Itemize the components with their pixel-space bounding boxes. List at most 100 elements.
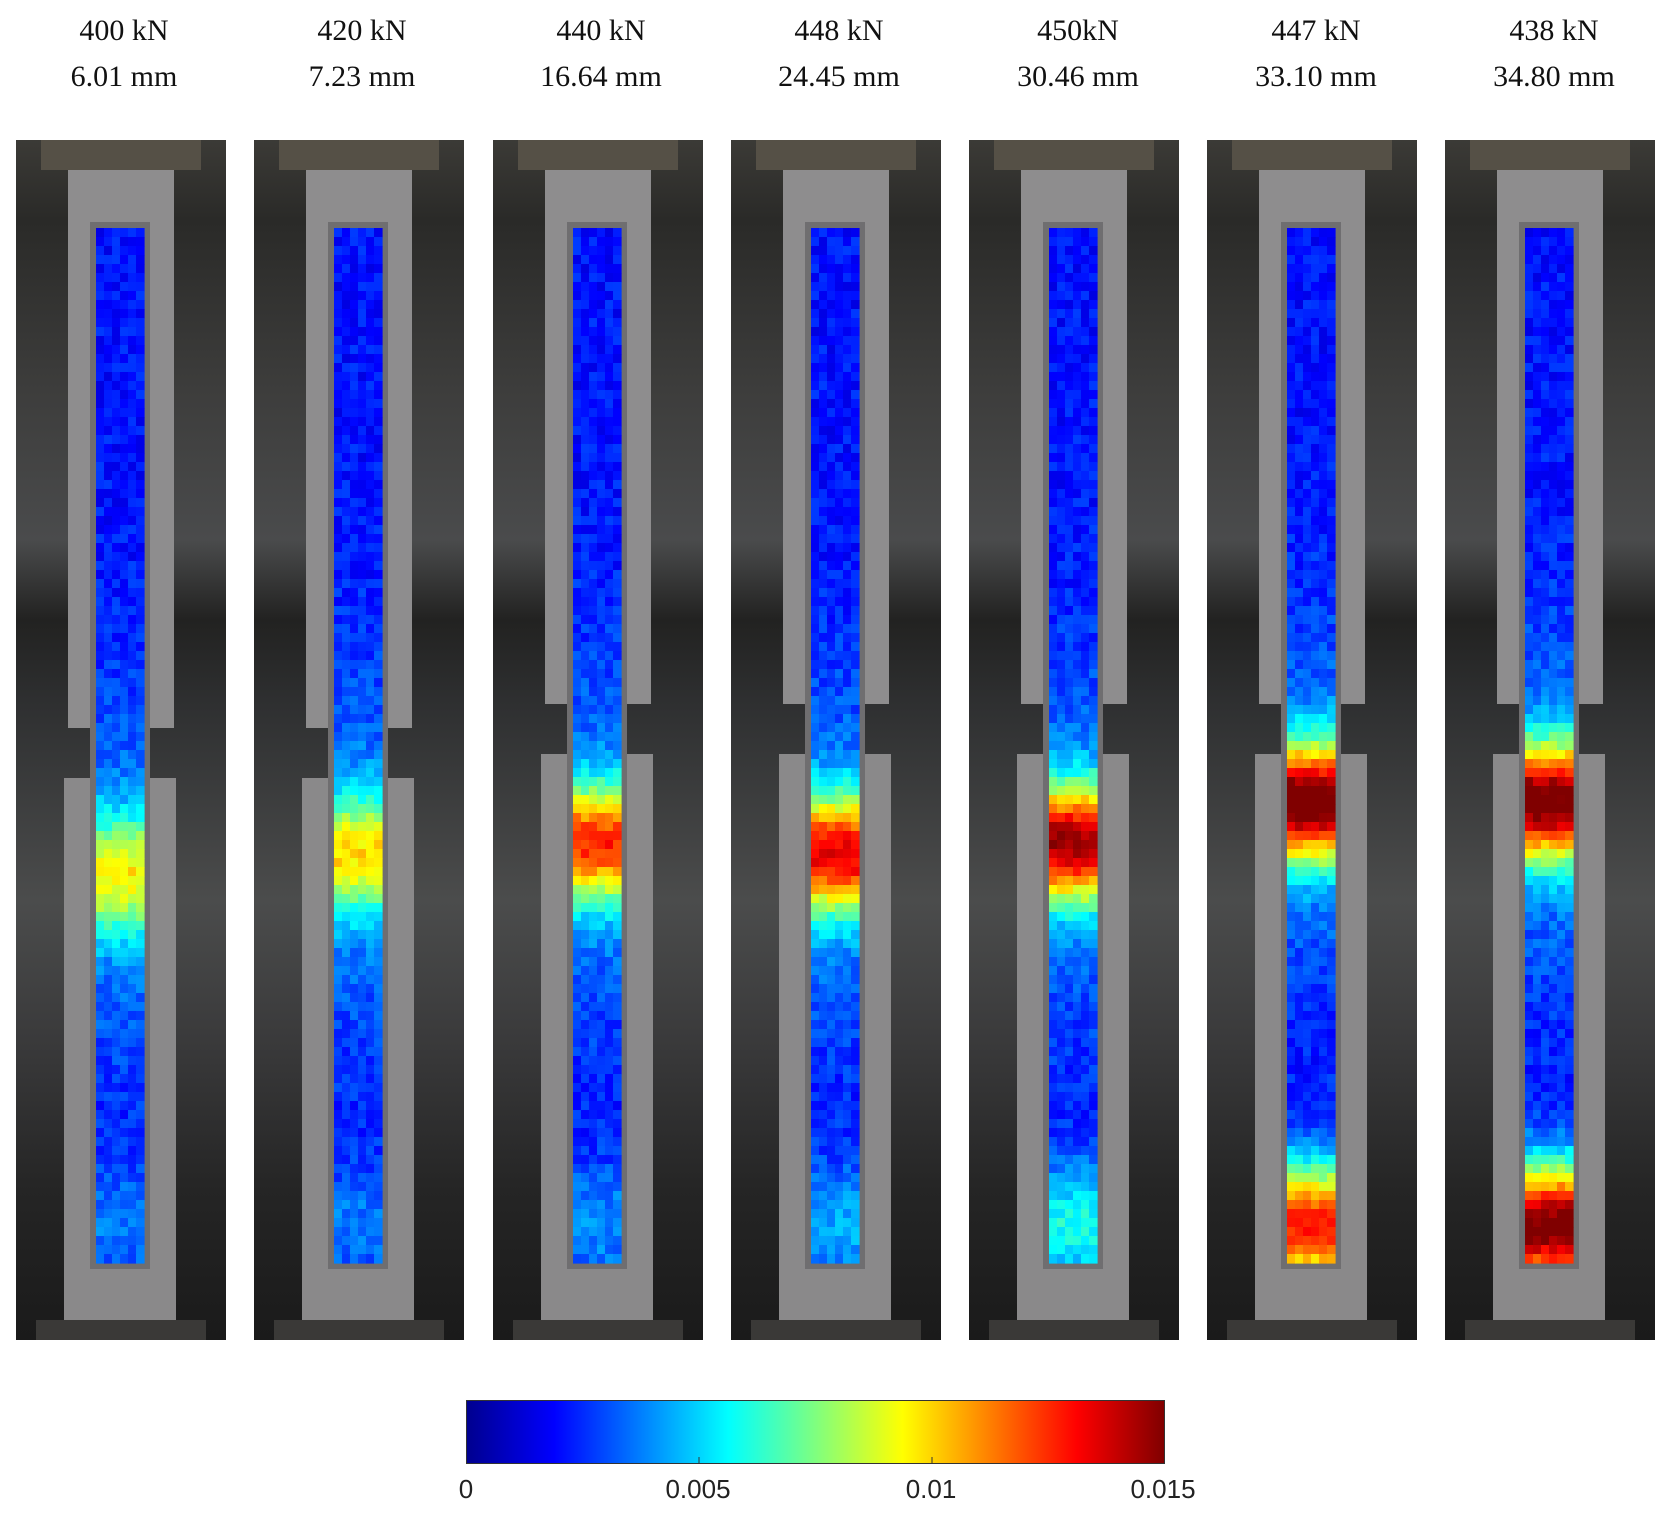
strain-cell xyxy=(342,552,351,562)
strain-cell xyxy=(374,435,383,445)
strain-cell xyxy=(811,714,820,724)
strain-cell xyxy=(128,624,137,634)
strain-cell xyxy=(819,750,828,760)
strain-cell xyxy=(1049,390,1058,400)
strain-cell xyxy=(96,723,105,733)
specimen-photo-4 xyxy=(731,140,941,1340)
strain-cell xyxy=(120,1245,129,1255)
strain-cell xyxy=(1089,291,1098,301)
strain-cell xyxy=(589,426,598,436)
strain-cell xyxy=(605,1137,614,1147)
strain-cell xyxy=(1549,1074,1558,1084)
strain-cell xyxy=(1295,768,1304,778)
strain-cell xyxy=(120,930,129,940)
strain-cell xyxy=(589,948,598,958)
load-value: 420 kN xyxy=(317,14,407,47)
strain-cell xyxy=(1089,1218,1098,1228)
strain-cell xyxy=(1057,300,1066,310)
strain-cell xyxy=(589,831,598,841)
strain-cell xyxy=(1557,930,1566,940)
strain-cell xyxy=(835,894,844,904)
strain-cell xyxy=(1525,309,1534,319)
strain-cell xyxy=(96,1020,105,1030)
strain-cell xyxy=(1327,1128,1336,1138)
strain-cell xyxy=(1319,462,1328,472)
strain-cell xyxy=(1565,318,1574,328)
strain-cell xyxy=(366,948,375,958)
strain-cell xyxy=(1565,849,1574,859)
strain-cell xyxy=(1057,822,1066,832)
strain-cell xyxy=(613,255,622,265)
strain-cell xyxy=(1073,1209,1082,1219)
strain-cell xyxy=(136,930,145,940)
strain-cell xyxy=(374,354,383,364)
strain-cell xyxy=(835,597,844,607)
strain-cell xyxy=(811,939,820,949)
strain-cell xyxy=(1089,354,1098,364)
strain-cell xyxy=(120,543,129,553)
strain-cell xyxy=(1065,372,1074,382)
strain-cell xyxy=(843,1011,852,1021)
strain-cell xyxy=(1327,750,1336,760)
strain-cell xyxy=(573,1083,582,1093)
strain-cell xyxy=(613,561,622,571)
strain-cell xyxy=(96,1092,105,1102)
strain-cell xyxy=(811,489,820,499)
strain-cell xyxy=(1541,426,1550,436)
strain-cell xyxy=(136,237,145,247)
strain-cell xyxy=(1319,282,1328,292)
strain-cell xyxy=(1073,759,1082,769)
strain-cell xyxy=(1541,570,1550,580)
strain-cell xyxy=(605,678,614,688)
strain-cell xyxy=(342,768,351,778)
strain-cell xyxy=(1311,1128,1320,1138)
strain-cell xyxy=(366,318,375,328)
strain-cell xyxy=(1319,975,1328,985)
strain-cell xyxy=(613,1119,622,1129)
strain-cell xyxy=(1327,507,1336,517)
strain-cell xyxy=(589,1254,598,1264)
strain-cell xyxy=(843,885,852,895)
strain-cell xyxy=(342,903,351,913)
strain-cell xyxy=(1565,624,1574,634)
strain-cell xyxy=(1081,444,1090,454)
strain-cell xyxy=(1303,597,1312,607)
strain-cell xyxy=(573,1155,582,1165)
strain-cell xyxy=(811,1191,820,1201)
strain-cell xyxy=(1065,993,1074,1003)
strain-cell xyxy=(112,264,121,274)
strain-cell xyxy=(851,237,860,247)
strain-cell xyxy=(1303,795,1312,805)
strain-cell xyxy=(342,957,351,967)
strain-cell xyxy=(1081,1137,1090,1147)
strain-cell xyxy=(1049,534,1058,544)
strain-cell xyxy=(1057,1164,1066,1174)
strain-cell xyxy=(1541,1209,1550,1219)
strain-cell xyxy=(1565,1173,1574,1183)
strain-cell xyxy=(136,813,145,823)
strain-cell xyxy=(128,948,137,958)
strain-cell xyxy=(1311,984,1320,994)
strain-cell xyxy=(843,300,852,310)
strain-cell xyxy=(96,1218,105,1228)
strain-cell xyxy=(1065,786,1074,796)
strain-cell xyxy=(605,759,614,769)
strain-cell xyxy=(613,507,622,517)
strain-cell xyxy=(120,1182,129,1192)
strain-cell xyxy=(112,696,121,706)
strain-cell xyxy=(613,372,622,382)
strain-cell xyxy=(827,1101,836,1111)
strain-cell xyxy=(851,444,860,454)
strain-cell xyxy=(843,1065,852,1075)
strain-cell xyxy=(1073,1110,1082,1120)
strain-cell xyxy=(366,534,375,544)
strain-cell xyxy=(1565,1200,1574,1210)
strain-cell xyxy=(811,1218,820,1228)
strain-cell xyxy=(366,894,375,904)
strain-cell xyxy=(1089,1002,1098,1012)
strain-cell xyxy=(358,1020,367,1030)
strain-cell xyxy=(96,1038,105,1048)
strain-cell xyxy=(827,318,836,328)
strain-cell xyxy=(1549,750,1558,760)
strain-cell xyxy=(136,435,145,445)
